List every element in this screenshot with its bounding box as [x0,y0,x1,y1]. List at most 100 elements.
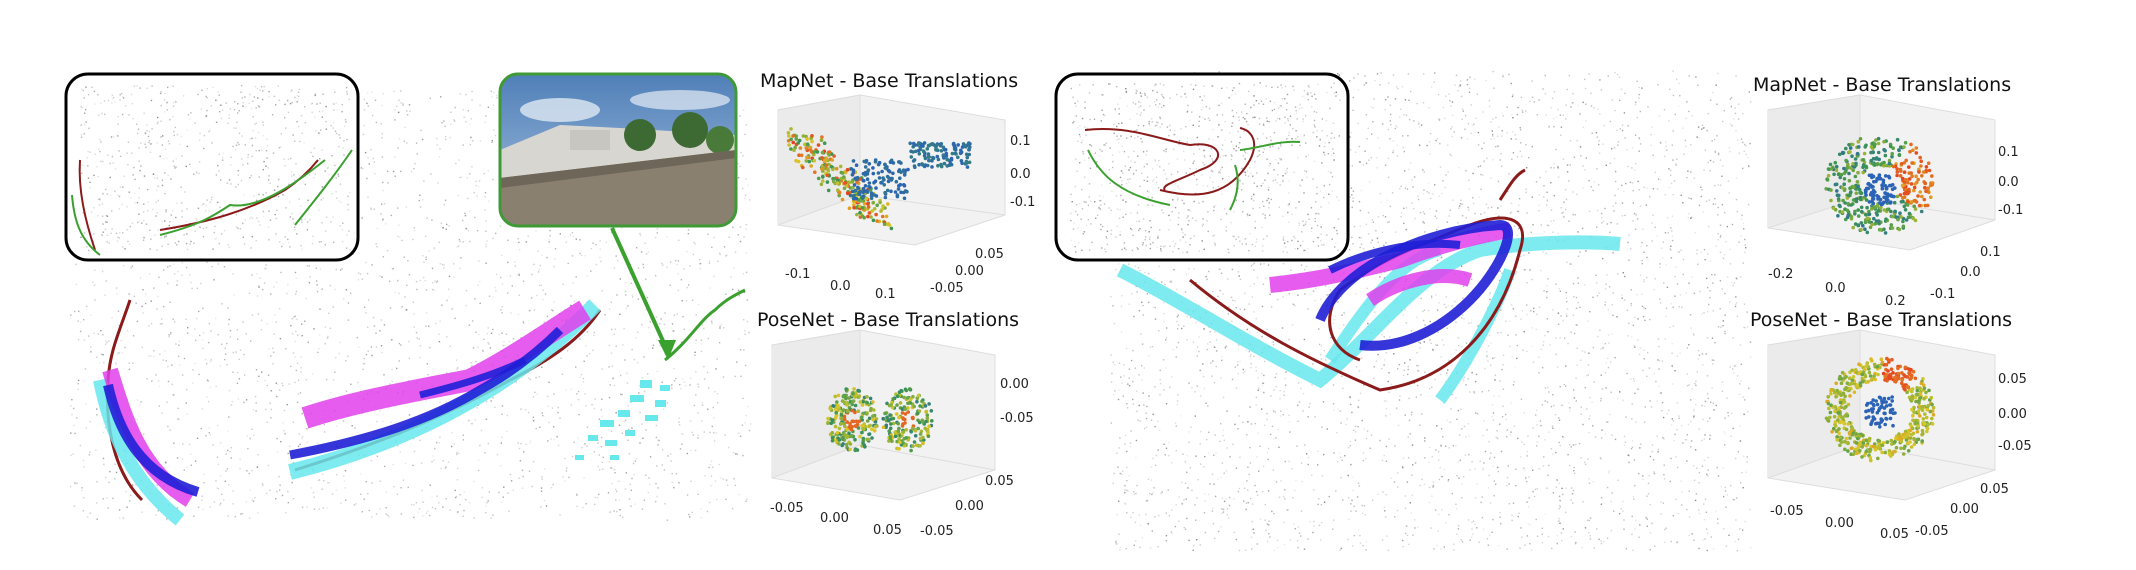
cloud-point [432,455,434,457]
cloud-point [289,474,292,476]
cloud-point [375,513,378,515]
cloud-point [532,396,535,398]
cloud-point [445,466,447,468]
cloud-point [71,399,73,401]
cloud-point [621,226,623,229]
cloud-point [462,219,464,222]
cloud-point [392,268,394,270]
cloud-point [260,328,262,331]
cloud-point [296,362,299,364]
cloud-point [712,406,714,409]
cloud-point [501,312,503,314]
cloud-point [422,255,424,257]
cloud-point [157,295,159,298]
cloud-point [586,355,588,357]
cloud-point [254,395,257,398]
cloud-point [562,476,564,478]
cloud-point [673,367,675,370]
cloud-point [749,423,752,425]
cloud-point [492,237,494,240]
cloud-point [228,484,230,486]
cloud-point [148,273,151,275]
cloud-point [418,199,420,202]
cloud-point [142,312,144,314]
cloud-point [335,268,337,271]
cloud-point [390,339,393,341]
cloud-point [382,420,384,422]
cloud-point [431,219,433,221]
cloud-point [85,427,87,429]
cloud-point [411,503,413,506]
cloud-point [149,355,152,357]
cloud-point [744,330,746,332]
cloud-point [380,345,383,347]
cloud-point [226,468,229,470]
cloud-point [436,280,439,282]
cloud-point [537,271,540,273]
cloud-point [226,342,228,345]
cloud-point [608,344,611,346]
cloud-point [321,288,323,290]
cloud-point [725,293,727,295]
cloud-point [269,402,271,404]
cloud-point [522,320,524,323]
cloud-point [499,225,502,227]
cloud-point [600,436,603,439]
cloud-point [739,165,741,168]
cloud-point [419,206,422,208]
cloud-point [689,384,691,386]
cloud-point [641,377,643,379]
cloud-point [173,442,175,444]
cloud-point [593,331,596,334]
cloud-point [397,445,399,447]
cloud-point [185,266,188,269]
cloud-point [488,295,491,297]
cloud-point [699,263,701,265]
cloud-point [491,95,493,98]
cloud-point [367,299,370,301]
cloud-point [438,241,440,244]
cloud-point [518,477,520,479]
cloud-point [115,362,117,364]
cloud-point [647,326,650,329]
cloud-point [449,345,451,347]
cloud-point [268,348,270,350]
cloud-point [309,399,312,402]
cloud-point [710,475,713,477]
cloud-point [678,421,680,423]
cloud-point [434,280,436,282]
cloud-point [571,232,574,234]
cloud-point [608,461,611,463]
cloud-point [90,346,92,348]
cloud-point [316,442,319,444]
cloud-point [373,410,376,412]
cloud-point [747,405,749,408]
cloud-point [456,467,459,470]
cloud-point [373,325,376,327]
cloud-point [472,320,474,322]
cloud-point [697,383,699,385]
cloud-point [639,232,641,235]
cloud-point [345,360,347,362]
cloud-point [714,480,717,482]
cloud-point [103,362,105,364]
cloud-point [594,503,596,506]
cloud-point [397,279,399,282]
cloud-point [744,194,747,196]
cloud-point [742,454,744,457]
cloud-point [228,389,231,392]
cloud-point [413,516,415,519]
cloud-point [652,347,654,349]
cloud-point [478,180,481,182]
cloud-point [701,401,703,403]
cloud-point [297,445,300,448]
cloud-point [655,500,657,503]
cloud-point [595,263,598,266]
cloud-point [746,299,748,301]
cloud-point [445,401,447,403]
cloud-point [484,209,486,211]
cloud-point [228,318,230,321]
cloud-point [408,357,411,360]
cloud-point [93,332,95,335]
cloud-point [73,505,76,507]
